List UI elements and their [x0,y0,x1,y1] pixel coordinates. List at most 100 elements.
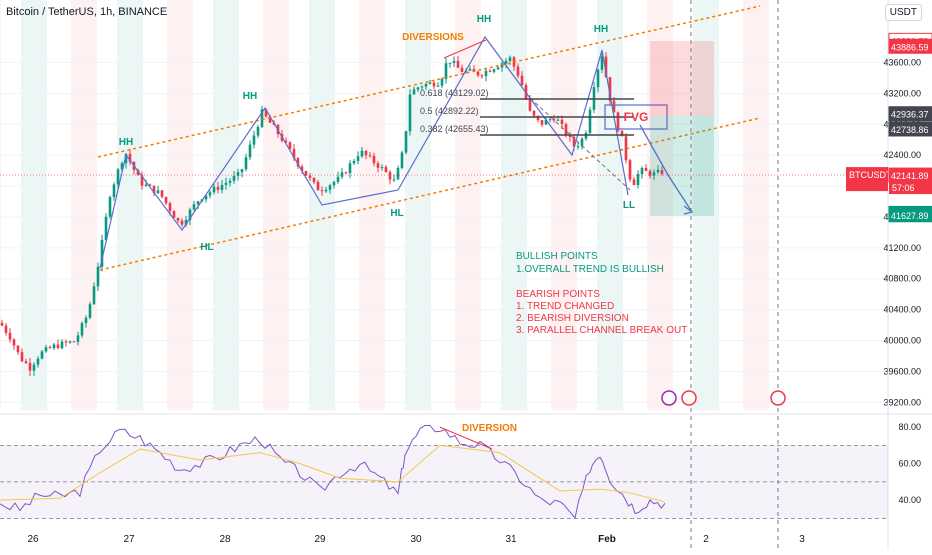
candle-body [404,131,408,153]
rsi-line [0,424,666,520]
rsi-ma-line [0,444,666,503]
price-tick-label: 40400.00 [883,305,921,315]
candle-body [612,100,616,113]
channel-upper-line [97,5,761,158]
candle-body [408,94,412,132]
candle-body [416,87,420,90]
candle-body [88,304,92,318]
candle-body [476,71,480,76]
fib-level-label: 0.382 (42655.43) [420,124,489,134]
candle-body [400,152,404,169]
candle-body [392,179,396,181]
time-tick-label: 2 [703,534,709,545]
candle-body [532,110,536,116]
candle-body [640,167,644,175]
wave-label: HH [243,91,257,102]
candle-body [536,115,540,121]
candle-body [588,109,592,133]
projection-arrow [639,124,693,213]
candle-body [480,75,484,77]
candle-body [652,172,656,176]
candle-body [504,60,508,64]
wave-label: HL [200,242,213,253]
candle-body [576,146,580,148]
candle-body [660,170,664,175]
candle-body [352,160,356,164]
wave-label: HL [390,208,403,219]
candle-body [128,153,132,162]
candle-body [548,119,552,121]
price-tick-label: 40800.00 [883,274,921,284]
candle-body [196,201,200,205]
wave-label: FVG [624,110,649,124]
price-tag-label: 42936.37 [891,110,929,120]
candle-body [632,179,636,186]
candle-body [240,169,244,173]
price-tick-label: 42400.00 [883,150,921,160]
candle-body [444,63,448,79]
candle-body [468,69,472,71]
price-tag-label: 41627.89 [891,211,929,221]
candle-body [616,112,620,131]
session-band-red [71,0,97,410]
time-tick-label: 28 [219,534,231,545]
candle-body [64,341,68,343]
session-band-red [263,0,289,410]
projection-arrowhead [683,205,694,215]
rsi-tick-label: 40.00 [898,495,921,505]
time-tick-label: 31 [505,534,517,545]
candle-body [160,190,164,197]
symbol-tag [846,167,888,192]
wave-label: HH [119,137,133,148]
candle-body [384,167,388,173]
candle-body [324,189,328,192]
candle-body [552,119,556,121]
candle-body [184,219,188,225]
candle-body [244,157,248,170]
candle-body [328,185,332,190]
event-flag-icon [661,390,677,406]
candle-body [644,167,648,171]
candle-body [44,347,48,352]
candle-body [636,174,640,186]
candle-body [120,163,124,170]
rsi-divergence-line [439,426,493,450]
session-band-red [455,0,481,410]
candle-body [620,130,624,137]
candle-body [308,175,312,178]
analysis-note: 1.OVERALL TREND IS BULLISH [516,264,664,275]
currency-button[interactable]: USDT [884,4,922,21]
price-tag [888,106,932,122]
candle-body [204,195,208,200]
price-tag [888,207,932,223]
candle-body [176,217,180,221]
candle-body [48,347,52,349]
trend-dashed-line [529,97,631,191]
candle-body [108,197,112,217]
candle-body [380,167,384,169]
candle-body [448,62,452,64]
session-band-red [551,0,577,410]
price-countdown: 57:06 [892,183,915,193]
candle-body [372,155,376,164]
candle-body [20,352,24,362]
rsi-tick-label: 60.00 [898,459,921,469]
candle-body [580,138,584,147]
session-band-green [405,0,431,410]
analysis-note: 3. PARALLEL CHANNEL BREAK OUT [516,325,687,336]
candle-body [312,177,316,182]
countdown-bg [889,182,932,195]
candle-body [388,172,392,180]
candle-body [8,332,12,340]
candle-body [208,192,212,196]
candle-body [556,119,560,121]
candle-body [320,190,324,192]
candle-body [232,175,236,181]
candle-body [60,341,64,349]
price-tag-label: 42738.86 [891,125,929,135]
candle-body [456,60,460,68]
candle-body [84,317,88,324]
time-tick-label: 29 [314,534,326,545]
